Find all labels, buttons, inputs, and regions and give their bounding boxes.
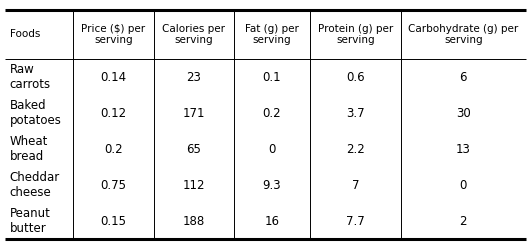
Text: 0.15: 0.15: [100, 215, 126, 228]
Text: 65: 65: [186, 142, 201, 156]
Text: Price ($) per
serving: Price ($) per serving: [81, 24, 145, 45]
Text: 2: 2: [459, 215, 467, 228]
Text: Fat (g) per
serving: Fat (g) per serving: [245, 24, 299, 45]
Text: Cheddar
cheese: Cheddar cheese: [10, 171, 60, 199]
Text: Protein (g) per
serving: Protein (g) per serving: [318, 24, 393, 45]
Text: 6: 6: [459, 71, 467, 84]
Text: 3.7: 3.7: [346, 107, 365, 120]
Text: Calories per
serving: Calories per serving: [162, 24, 226, 45]
Text: 13: 13: [456, 142, 470, 156]
Text: Foods: Foods: [10, 30, 40, 40]
Text: Peanut
butter: Peanut butter: [10, 207, 50, 235]
Text: 0.6: 0.6: [346, 71, 365, 84]
Text: 0.2: 0.2: [263, 107, 281, 120]
Text: 30: 30: [456, 107, 470, 120]
Text: 23: 23: [186, 71, 201, 84]
Text: 0.1: 0.1: [263, 71, 281, 84]
Text: 2.2: 2.2: [346, 142, 365, 156]
Text: 0.12: 0.12: [100, 107, 126, 120]
Text: 0: 0: [268, 142, 276, 156]
Text: 0.2: 0.2: [104, 142, 123, 156]
Text: 188: 188: [183, 215, 205, 228]
Text: 171: 171: [183, 107, 205, 120]
Text: Carbohydrate (g) per
serving: Carbohydrate (g) per serving: [408, 24, 518, 45]
Text: 112: 112: [183, 179, 205, 192]
Text: Raw
carrots: Raw carrots: [10, 63, 50, 91]
Text: 7: 7: [352, 179, 359, 192]
Text: 0.75: 0.75: [100, 179, 126, 192]
Text: Baked
potatoes: Baked potatoes: [10, 99, 62, 127]
Text: 9.3: 9.3: [263, 179, 281, 192]
Text: 7.7: 7.7: [346, 215, 365, 228]
Text: 16: 16: [264, 215, 279, 228]
Text: 0.14: 0.14: [100, 71, 126, 84]
Text: 0: 0: [459, 179, 467, 192]
Text: Wheat
bread: Wheat bread: [10, 135, 48, 163]
